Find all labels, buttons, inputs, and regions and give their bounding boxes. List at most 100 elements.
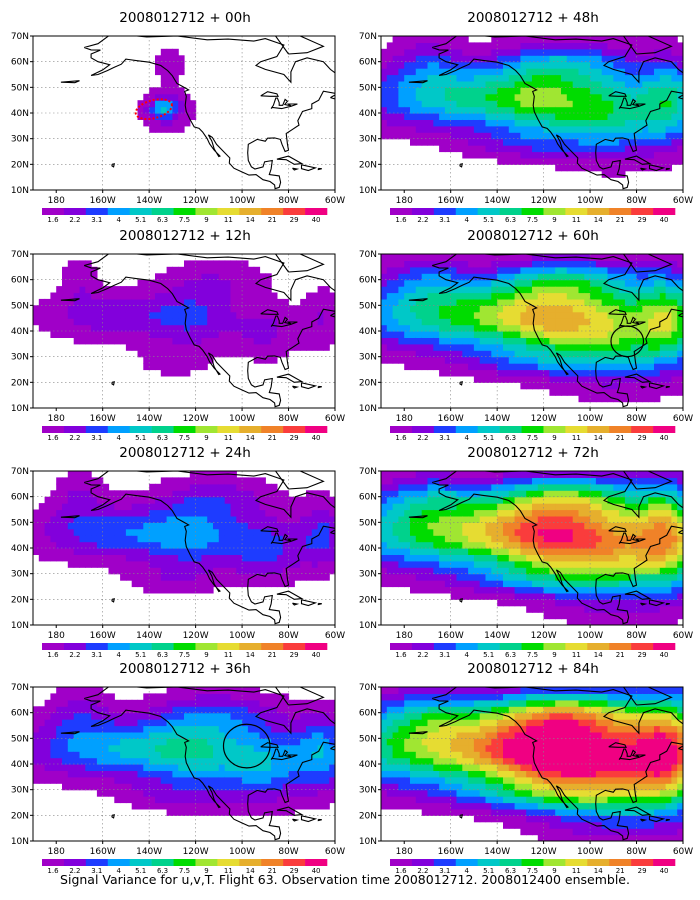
field-cell [404,350,411,358]
field-cell [300,343,307,351]
field-cell [172,87,179,95]
field-cell [415,48,423,56]
field-cell [520,318,527,326]
field-cell [590,113,597,120]
field-cell [224,509,232,517]
field-cell [601,36,609,43]
field-cell [294,744,301,752]
field-cell [549,93,556,101]
field-cell [555,305,562,313]
field-cell [172,580,179,588]
field-cell [242,350,249,358]
field-cell [450,55,458,63]
great-lake [618,97,646,110]
field-cell [323,324,330,332]
field-cell [503,254,510,261]
field-cell [404,260,411,268]
field-cell [323,509,330,517]
field-cell [172,789,179,797]
field-cell [242,776,249,784]
field-cell [590,68,597,76]
great-lake [270,532,298,545]
field-cell [671,337,678,345]
field-cell [236,503,243,511]
field-cell [549,145,556,153]
field-cell [473,100,481,108]
field-cell [590,36,597,43]
field-cell [137,580,144,588]
field-cell [149,337,156,345]
field-cell [462,356,469,364]
field-cell [282,337,290,345]
x-tick-label: 120W [183,414,209,424]
field-cell [276,808,284,816]
field-cell [578,87,585,95]
field-cell [189,687,197,694]
field-cell [503,266,510,274]
field-cell [381,266,388,274]
field-cell [160,93,168,101]
field-cell [125,699,133,707]
field-cell [543,93,550,101]
field-cell [677,48,683,56]
field-cell [624,369,632,377]
field-cell [38,324,46,332]
field-cell [561,119,568,127]
field-cell [665,42,672,50]
field-cell [532,292,539,300]
field-cell [329,560,335,568]
field-cell [143,580,150,588]
field-cell [294,738,301,746]
field-cell [242,522,249,530]
field-cell [329,496,335,504]
field-cell [166,266,173,274]
field-cell [96,731,104,739]
field-cell [62,535,69,543]
field-cell [62,298,69,306]
field-cell [508,318,516,326]
field-cell [306,522,313,530]
field-cell [259,318,266,326]
field-cell [160,279,168,287]
field-cell [56,305,63,313]
field-cell [265,764,272,771]
field-cell [62,490,69,498]
field-cell [230,509,237,517]
field-cell [79,477,86,485]
field-cell [131,318,139,326]
field-cell [125,789,133,797]
field-cell [288,515,295,523]
field-cell [444,369,452,377]
field-cell [572,145,580,153]
field-cell [479,356,487,364]
field-cell [677,260,683,268]
colorbar-swatch [129,426,152,433]
field-cell [595,93,603,101]
field-cell [410,119,417,127]
field-cell [125,573,133,581]
field-cell [491,145,498,153]
field-cell [456,74,463,82]
field-cell [155,541,162,549]
field-cell [247,699,255,707]
field-cell [607,363,614,371]
field-cell [624,343,632,351]
field-cell [253,802,261,810]
field-cell [85,311,92,319]
field-cell [479,260,487,268]
field-cell [392,254,399,261]
colorbar-label: 9 [552,216,556,224]
field-cell [67,496,75,504]
field-cell [184,528,191,536]
field-cell [404,356,411,364]
field-cell [578,318,585,326]
field-cell [114,776,121,784]
field-cell [311,324,319,332]
field-cell [421,331,429,338]
field-cell [306,298,313,306]
island [624,155,652,165]
field-cell [514,48,521,56]
field-cell [415,87,423,95]
field-cell [648,266,655,274]
field-cell [120,789,127,797]
